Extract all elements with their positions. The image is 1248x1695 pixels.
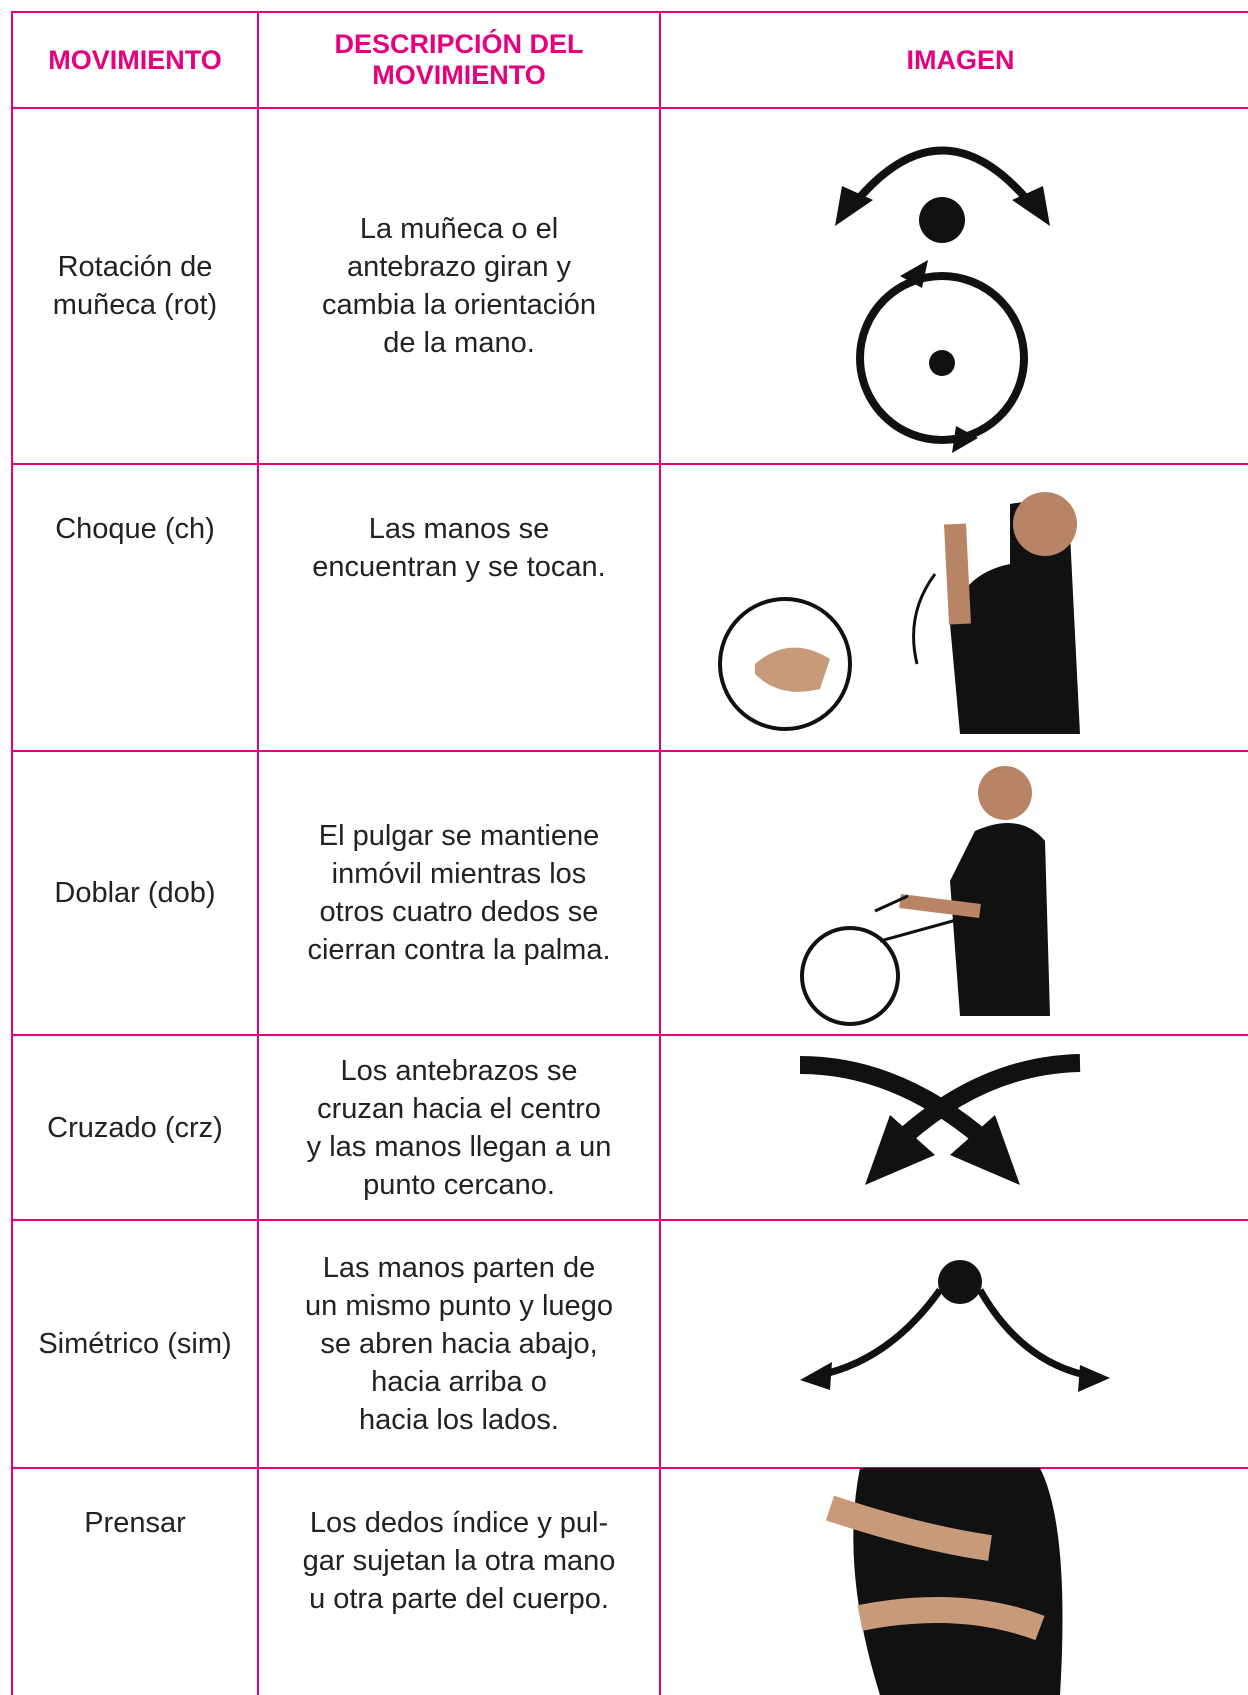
text-line: Los dedos índice y pul-	[309, 1507, 609, 1539]
description-cell: El pulgar se mantiene inmóvil mientras lo…	[257, 750, 661, 1036]
header-cell: IMAGEN	[659, 11, 1248, 109]
rotation-icon	[835, 146, 1050, 453]
description-cell: Las manos se encuentran y se tocan.	[257, 463, 661, 752]
bend-photo	[800, 766, 1050, 1026]
description-cell: Las manos parten de un mismo punto y lueg…	[257, 1219, 661, 1469]
text-line: hacia los lados.	[359, 1404, 559, 1436]
text-line: cambia la orientación	[321, 289, 597, 321]
text-line: y las manos llegan a un	[306, 1130, 612, 1163]
text-line: gar sujetan la otra mano	[302, 1545, 616, 1577]
text-line: Prensar	[84, 1507, 186, 1539]
text-line: DESCRIPCIÓN DEL	[334, 29, 584, 59]
header-cell: MOVIMIENTO	[11, 11, 259, 109]
text-line: Las manos parten de	[322, 1252, 596, 1284]
text-line: MOVIMIENTO	[48, 44, 222, 75]
text-line: La muñeca o el	[359, 213, 559, 245]
collision-photo	[718, 492, 1080, 734]
text-line: otros cuatro dedos se	[319, 896, 599, 928]
movement-cell: Simétrico (sim)	[11, 1219, 259, 1469]
press-photo	[825, 1468, 1063, 1695]
text-line: muñeca (rot)	[52, 289, 218, 321]
text-line: cruzan hacia el centro	[317, 1092, 601, 1125]
text-line: antebrazo giran y	[346, 251, 572, 283]
movement-cell: Rotación de muñeca (rot)	[11, 107, 259, 465]
description-cell: Los antebrazos se cruzan hacia el centro y…	[257, 1034, 661, 1221]
movement-cell: Prensar	[11, 1467, 259, 1695]
movement-cell: Doblar (dob)	[11, 750, 259, 1036]
crossed-icon	[799, 1054, 1081, 1185]
text-line: punto cercano.	[363, 1168, 555, 1201]
description-cell: Los dedos índice y pul-gar sujetan la ot…	[257, 1467, 661, 1695]
text-line: Rotación de	[57, 251, 213, 283]
text-line: de la mano.	[383, 327, 535, 359]
text-line: MOVIMIENTO	[372, 60, 546, 90]
text-line: inmóvil mientras los	[331, 858, 587, 890]
header-cell: DESCRIPCIÓN DEL MOVIMIENTO	[257, 11, 661, 109]
text-line: Doblar (dob)	[54, 877, 216, 909]
movement-cell: Cruzado (crz)	[11, 1034, 259, 1221]
text-line: se abren hacia abajo,	[320, 1328, 598, 1360]
text-line: Las manos se	[368, 513, 550, 545]
text-line: Choque (ch)	[55, 513, 215, 545]
text-line: hacia arriba o	[371, 1366, 547, 1398]
text-line: El pulgar se mantiene	[318, 820, 600, 852]
text-line: Cruzado (crz)	[47, 1111, 223, 1144]
symmetric-icon	[800, 1260, 1110, 1392]
text-line: IMAGEN	[906, 44, 1015, 75]
text-line: u otra parte del cuerpo.	[309, 1583, 609, 1615]
text-line: Los antebrazos se	[340, 1054, 578, 1087]
text-line: un mismo punto y luego	[305, 1290, 613, 1322]
text-line: Simétrico (sim)	[38, 1328, 232, 1360]
description-cell: La muñeca o el antebrazo giran y cambia la…	[257, 107, 661, 465]
text-line: cierran contra la palma.	[307, 934, 611, 966]
movement-cell: Choque (ch)	[11, 463, 259, 752]
text-line: encuentran y se tocan.	[312, 551, 606, 583]
